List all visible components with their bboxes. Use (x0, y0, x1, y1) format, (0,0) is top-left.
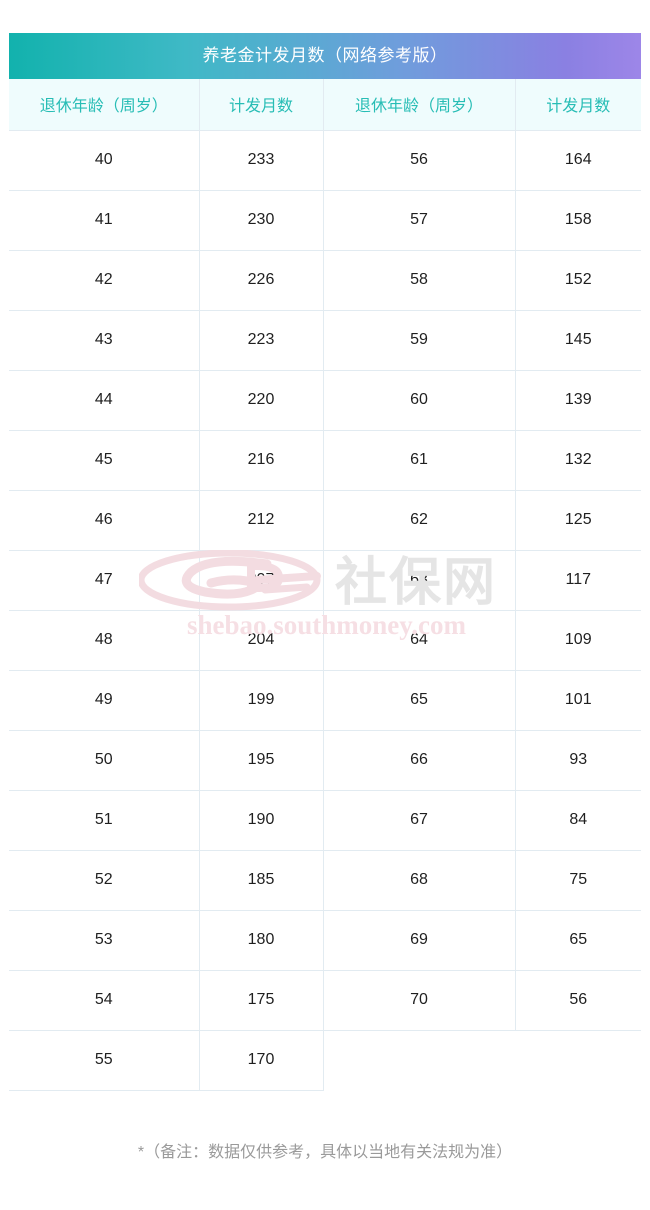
cell-months-left: 170 (199, 1030, 324, 1091)
cell-months-left: 207 (199, 550, 324, 611)
cell-retirement-age-left: 46 (9, 490, 200, 551)
table-row: 40 233 56 164 (9, 130, 641, 191)
cell-retirement-age-right: 69 (323, 910, 516, 971)
table-row: 42 226 58 152 (9, 250, 641, 311)
column-header-months-right: 计发月数 (515, 79, 641, 131)
cell-months-left: 212 (199, 490, 324, 551)
table-title: 养老金计发月数（网络参考版） (9, 33, 641, 79)
table-row: 47 207 63 117 (9, 550, 641, 611)
cell-retirement-age-left: 45 (9, 430, 200, 491)
cell-retirement-age-left: 48 (9, 610, 200, 671)
cell-months-left: 175 (199, 970, 324, 1031)
table-row: 41 230 57 158 (9, 190, 641, 251)
cell-months-right: 84 (515, 790, 641, 851)
table-row: 51 190 67 84 (9, 790, 641, 851)
table-row: 49 199 65 101 (9, 670, 641, 731)
cell-retirement-age-left: 51 (9, 790, 200, 851)
cell-retirement-age-right: 56 (323, 130, 516, 191)
table-container: 退休年龄（周岁） 计发月数 退休年龄（周岁） 计发月数 40 233 56 164 41… (9, 79, 641, 1091)
cell-retirement-age-left: 47 (9, 550, 200, 611)
cell-retirement-age-right: 61 (323, 430, 516, 491)
table-row: 48 204 64 109 (9, 610, 641, 671)
cell-months-left: 226 (199, 250, 324, 311)
cell-retirement-age-left: 53 (9, 910, 200, 971)
cell-months-right: 109 (515, 610, 641, 671)
column-header-retirement-age-right: 退休年龄（周岁） (323, 79, 516, 131)
cell-months-right: 93 (515, 730, 641, 791)
cell-months-right: 145 (515, 310, 641, 371)
pension-months-table: 退休年龄（周岁） 计发月数 退休年龄（周岁） 计发月数 40 233 56 164 41… (9, 79, 641, 1091)
cell-retirement-age-right: 59 (323, 310, 516, 371)
cell-months-right: 65 (515, 910, 641, 971)
cell-months-left: 216 (199, 430, 324, 491)
cell-retirement-age-right: 66 (323, 730, 516, 791)
table-row: 46 212 62 125 (9, 490, 641, 551)
cell-retirement-age-right: 62 (323, 490, 516, 551)
cell-retirement-age-left: 52 (9, 850, 200, 911)
cell-months-right: 152 (515, 250, 641, 311)
cell-retirement-age-left: 55 (9, 1030, 200, 1091)
cell-retirement-age-right: 64 (323, 610, 516, 671)
cell-retirement-age-left: 43 (9, 310, 200, 371)
cell-retirement-age-right: 63 (323, 550, 516, 611)
cell-retirement-age-left: 50 (9, 730, 200, 791)
table-row: 43 223 59 145 (9, 310, 641, 371)
cell-months-right: 117 (515, 550, 641, 611)
table-row: 52 185 68 75 (9, 850, 641, 911)
table-body: 40 233 56 164 41 230 57 158 42 226 58 152 43 223 59 145… (9, 130, 641, 1091)
cell-retirement-age-left: 44 (9, 370, 200, 431)
cell-retirement-age-right: 67 (323, 790, 516, 851)
table-header: 退休年龄（周岁） 计发月数 退休年龄（周岁） 计发月数 (9, 79, 641, 131)
cell-months-left: 185 (199, 850, 324, 911)
table-row: 53 180 69 65 (9, 910, 641, 971)
column-header-retirement-age-left: 退休年龄（周岁） (9, 79, 200, 131)
cell-months-right: 132 (515, 430, 641, 491)
cell-months-left: 204 (199, 610, 324, 671)
cell-months-right: 56 (515, 970, 641, 1031)
cell-months-left: 220 (199, 370, 324, 431)
cell-retirement-age-left: 42 (9, 250, 200, 311)
table-row: 50 195 66 93 (9, 730, 641, 791)
cell-retirement-age-right: 68 (323, 850, 516, 911)
cell-retirement-age-left: 40 (9, 130, 200, 191)
cell-months-left: 180 (199, 910, 324, 971)
cell-retirement-age-left: 49 (9, 670, 200, 731)
cell-months-left: 233 (199, 130, 324, 191)
cell-retirement-age-right: 58 (323, 250, 516, 311)
cell-retirement-age-left: 41 (9, 190, 200, 251)
cell-months-right: 139 (515, 370, 641, 431)
table-row: 55 170 (9, 1030, 641, 1091)
footnote-note: *（备注：数据仅供参考，具体以当地有关法规为准） (137, 1144, 513, 1161)
cell-retirement-age-right (323, 1030, 515, 1090)
cell-months-right: 75 (515, 850, 641, 911)
cell-months-right (515, 1030, 641, 1090)
cell-months-right: 158 (515, 190, 641, 251)
cell-months-left: 190 (199, 790, 324, 851)
cell-months-right: 101 (515, 670, 641, 731)
table-row: 44 220 60 139 (9, 370, 641, 431)
cell-months-left: 223 (199, 310, 324, 371)
cell-months-left: 230 (199, 190, 324, 251)
cell-retirement-age-right: 65 (323, 670, 516, 731)
cell-months-left: 199 (199, 670, 324, 731)
column-header-months-left: 计发月数 (199, 79, 324, 131)
cell-months-right: 125 (515, 490, 641, 551)
table-row: 54 175 70 56 (9, 970, 641, 1031)
cell-retirement-age-right: 57 (323, 190, 516, 251)
table-row: 45 216 61 132 (9, 430, 641, 491)
cell-retirement-age-left: 54 (9, 970, 200, 1031)
cell-months-right: 164 (515, 130, 641, 191)
cell-retirement-age-right: 60 (323, 370, 516, 431)
cell-retirement-age-right: 70 (323, 970, 516, 1031)
header-row: 退休年龄（周岁） 计发月数 退休年龄（周岁） 计发月数 (9, 79, 641, 131)
cell-months-left: 195 (199, 730, 324, 791)
